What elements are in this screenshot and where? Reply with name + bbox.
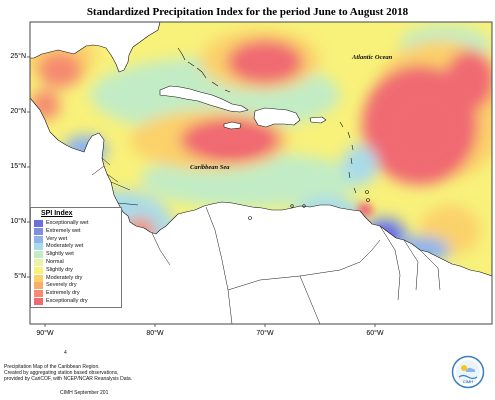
small-islands: [177, 47, 370, 220]
atlantic-ocean-label: Atlantic Ocean: [352, 54, 393, 61]
legend-swatch: [34, 266, 43, 274]
page-mark: 4: [64, 350, 67, 356]
legend-swatch: [34, 290, 43, 298]
legend-item: Severely dry: [33, 282, 119, 290]
legend-swatch: [34, 227, 43, 235]
legend-title: SPI Index: [41, 210, 73, 217]
legend-swatch: [34, 220, 43, 227]
lon-label-90w: 90°W: [36, 330, 54, 337]
legend-swatch: [34, 235, 43, 243]
footer-line-1: Precipitation Map of the Caribbean Regio…: [4, 364, 100, 370]
lon-label-80w: 80°W: [146, 330, 164, 337]
footer-line-2: Created by aggregating station based obs…: [4, 370, 119, 376]
legend-swatch: [34, 259, 43, 266]
footer-credit: CIMH September 201: [60, 390, 109, 396]
legend-label: Severely dry: [46, 282, 77, 289]
lat-label-15n: 15°N: [10, 163, 26, 170]
legend-item: Moderately wet: [33, 243, 119, 251]
legend-label: Moderately wet: [46, 243, 84, 250]
legend-label: Normal: [46, 259, 64, 265]
lat-label-5n: 5°N: [14, 273, 26, 280]
legend-item: Exceptionally wet: [33, 220, 119, 228]
legend-label: Moderately dry: [46, 274, 83, 281]
lat-label-20n: 20°N: [10, 108, 26, 115]
borders: [91, 157, 441, 324]
spi-legend: SPI Index Exceptionally wet Extremely wet…: [30, 207, 122, 308]
legend-label: Slightly wet: [46, 251, 74, 258]
legend-item: Moderately dry: [33, 274, 119, 283]
cimh-logo: CIMH: [451, 355, 485, 389]
legend-label: Exceptionally dry: [46, 298, 88, 304]
legend-item: Normal: [33, 259, 119, 267]
legend-label: Exceptionally wet: [46, 220, 89, 226]
lat-label-25n: 25°N: [10, 53, 26, 60]
map-frame: [29, 21, 493, 325]
map-title: Standardized Precipitation Index for the…: [86, 6, 409, 18]
legend-swatch: [34, 243, 43, 251]
legend-swatch: [34, 298, 43, 305]
legend-item: Very wet: [33, 235, 119, 244]
legend-item: Exceptionally dry: [33, 298, 119, 306]
legend-swatch: [34, 282, 43, 290]
lon-label-70w: 70°W: [256, 330, 274, 337]
legend-label: Slightly dry: [46, 266, 73, 273]
legend-item: Slightly dry: [33, 266, 119, 275]
lon-label-60w: 60°W: [366, 330, 384, 337]
legend-swatch: [34, 274, 43, 282]
tick-marks: [27, 56, 376, 327]
lat-label-10n: 10°N: [10, 218, 26, 225]
legend-label: Extremely wet: [46, 227, 81, 234]
footer-line-3: provided by CariCOF, with NCEP/NCAR Rean…: [4, 376, 133, 382]
legend-swatch: [34, 251, 43, 259]
legend-item: Extremely wet: [33, 227, 119, 236]
land: [30, 22, 492, 324]
logo-text: CIMH: [463, 379, 473, 384]
legend-label: Extremely dry: [46, 290, 80, 297]
legend-item: Slightly wet: [33, 251, 119, 259]
legend-item: Extremely dry: [33, 290, 119, 298]
caribbean-sea-label: Caribbean Sea: [190, 164, 230, 171]
legend-label: Very wet: [46, 235, 68, 242]
